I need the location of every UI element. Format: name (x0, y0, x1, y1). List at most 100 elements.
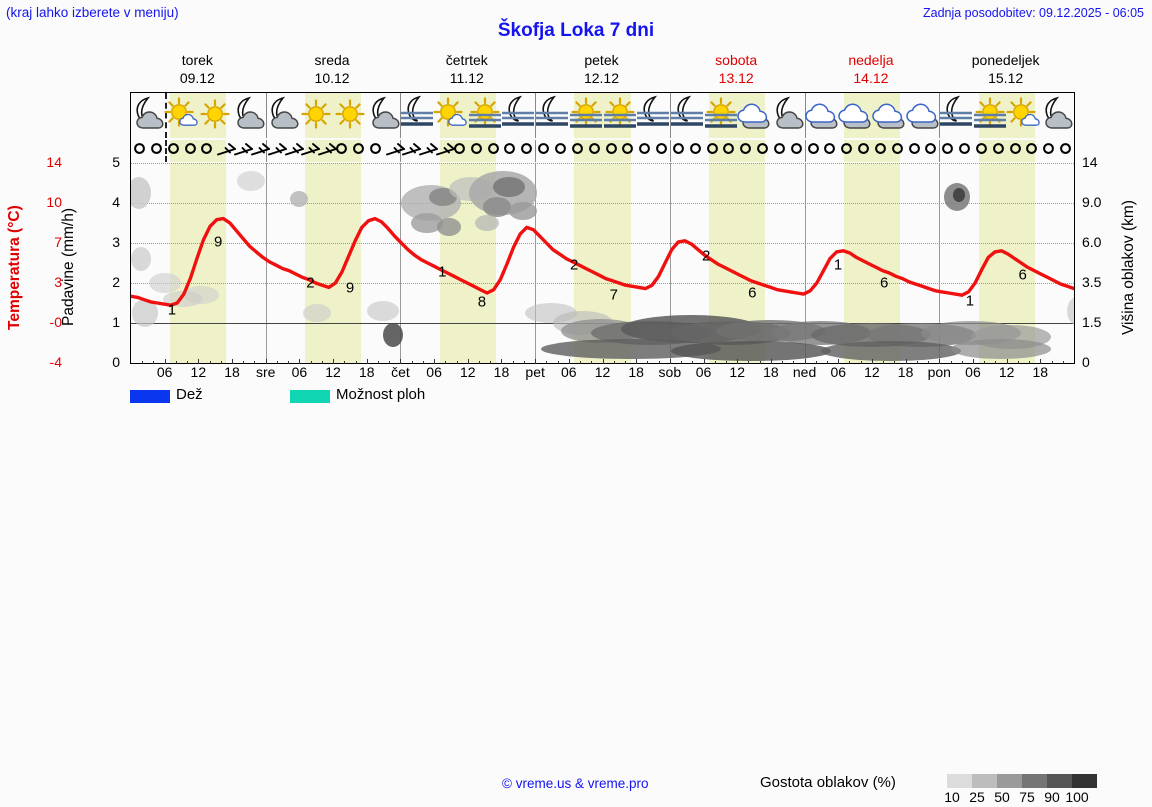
x-axis-minor-tick (928, 361, 930, 364)
x-axis-minor-tick (265, 361, 267, 364)
wind-calm-icon (184, 142, 197, 155)
x-axis-minor-tick (479, 361, 480, 364)
moon-cloud-icon (129, 93, 167, 137)
x-axis-minor-tick (849, 361, 851, 364)
wind-calm-icon (1025, 142, 1038, 155)
cloud-height-tick-label: 14 (1082, 154, 1098, 170)
cloud-icon (803, 93, 841, 137)
wind-calm-icon (1009, 142, 1022, 155)
wind-calm-icon (857, 142, 870, 155)
graph-plot-area: 1 9 2 9 1 8 2 7 2 6 1 6 1 6 (131, 163, 1074, 363)
wind-barb-icon (385, 142, 406, 158)
wind-calm-icon (941, 142, 954, 155)
temp-max-label: 9 (213, 233, 223, 251)
x-axis-minor-tick (355, 361, 357, 364)
x-axis-minor-tick (647, 361, 649, 364)
x-axis-minor-tick (961, 361, 963, 364)
temp-max-label: 7 (609, 286, 618, 304)
x-axis-minor-tick (636, 361, 638, 364)
cloud-density-ramp-label: 10 (944, 789, 960, 805)
daylight-band (170, 163, 227, 363)
wind-calm-icon (975, 142, 988, 155)
cloud-density-ramp-cell (972, 774, 997, 788)
x-axis-label: ned (792, 364, 817, 380)
day-column-petek: petek 12.12 (534, 52, 669, 90)
wind-barb-icon (419, 142, 439, 158)
temperature-tick-label: 10 (46, 194, 62, 210)
x-axis-minor-tick (703, 361, 705, 364)
x-axis-label: 12 (864, 364, 880, 380)
showers-legend-swatch (290, 390, 330, 403)
wind-calm-icon (588, 142, 601, 155)
wind-calm-icon (908, 142, 921, 155)
x-axis-minor-tick (366, 361, 368, 364)
cloud-density-ramp-label: 25 (969, 789, 985, 805)
x-axis-label: 12 (459, 364, 476, 380)
x-axis-minor-tick (288, 361, 290, 364)
x-axis-label: 06 (830, 364, 847, 380)
copyright-label[interactable]: © vreme.us & vreme.pro (502, 776, 649, 791)
day-gridline (939, 163, 941, 363)
day-name: petek (584, 52, 619, 68)
wind-barb-icon (318, 142, 338, 158)
sun-fog-icon (702, 93, 740, 137)
cloud-density-ramp-cell (1022, 774, 1047, 788)
x-axis-label: 18 (493, 364, 510, 380)
x-axis-minor-tick (220, 361, 222, 364)
wind-calm-icon (672, 142, 685, 155)
page-title: Škofja Loka 7 dni (497, 20, 655, 41)
x-axis-minor-tick (198, 361, 200, 364)
x-axis-minor-tick (400, 361, 402, 364)
x-axis-minor-tick (344, 361, 346, 364)
sun-icon (297, 93, 335, 137)
cloud-density-ramp-label: 50 (994, 789, 1010, 805)
x-axis-minor-tick (815, 361, 817, 364)
legend-bar: Dež Možnost ploh © vreme.us & vreme.pro … (0, 386, 1152, 805)
x-axis-label: 06 (561, 364, 577, 380)
x-axis-minor-tick (939, 361, 941, 364)
x-axis-minor-tick (333, 361, 335, 364)
x-axis-minor-tick (1006, 361, 1008, 364)
x-axis-minor-tick (1062, 361, 1064, 364)
temperature-tick-label: -4 (49, 354, 62, 370)
x-axis-minor-tick (535, 361, 537, 364)
moon-fog-icon (937, 93, 975, 137)
x-axis-minor-tick (770, 361, 772, 364)
x-axis-labels: 06 12 18 sre 06 12 18 čet 06 12 18 pet 06 12 18 sob 06 12… (131, 359, 1074, 384)
wind-barb-icon (267, 142, 288, 158)
wind-calm-icon (554, 142, 567, 155)
x-axis-label: 06 (965, 364, 981, 380)
x-axis-minor-tick (995, 361, 997, 364)
x-axis-minor-tick (950, 361, 952, 364)
wind-calm-icon (503, 142, 516, 155)
x-axis-label: pet (525, 364, 545, 380)
x-axis-minor-tick (232, 361, 234, 364)
temp-max-label: 9 (345, 279, 355, 297)
x-axis-minor-tick (613, 361, 615, 364)
x-axis-minor-tick (714, 361, 716, 364)
cloud-icon (836, 93, 874, 137)
x-axis-minor-tick (838, 361, 840, 364)
day-date: 11.12 (449, 70, 484, 86)
day-column-nedelja: nedelja 14.12 (804, 52, 939, 90)
day-separator (535, 140, 537, 162)
meteogram-page: (kraj lahko izberete v meniju) Škofja Lo… (0, 5, 1152, 805)
wind-calm-icon (369, 142, 382, 155)
precipitation-tick-label: 2 (112, 274, 120, 290)
x-axis-label: sob (658, 364, 682, 380)
precipitation-tick-label: 0 (112, 354, 120, 370)
wind-calm-icon (167, 142, 180, 155)
x-axis-minor-tick (860, 361, 862, 364)
wind-calm-icon (924, 142, 937, 155)
wind-calm-icon (133, 142, 146, 155)
x-axis-minor-tick (827, 361, 829, 364)
day-separator (939, 93, 941, 138)
precipitation-tick-label: 4 (112, 194, 120, 210)
temp-min-label: 1 (438, 263, 447, 281)
temperature-tick-label: 14 (46, 154, 62, 170)
moon-fog-icon (499, 93, 537, 137)
precipitation-tick-label: 3 (112, 234, 120, 250)
moon-fog-icon (668, 93, 706, 137)
weather-icon-band (131, 93, 1074, 138)
x-axis-minor-tick (782, 361, 784, 364)
